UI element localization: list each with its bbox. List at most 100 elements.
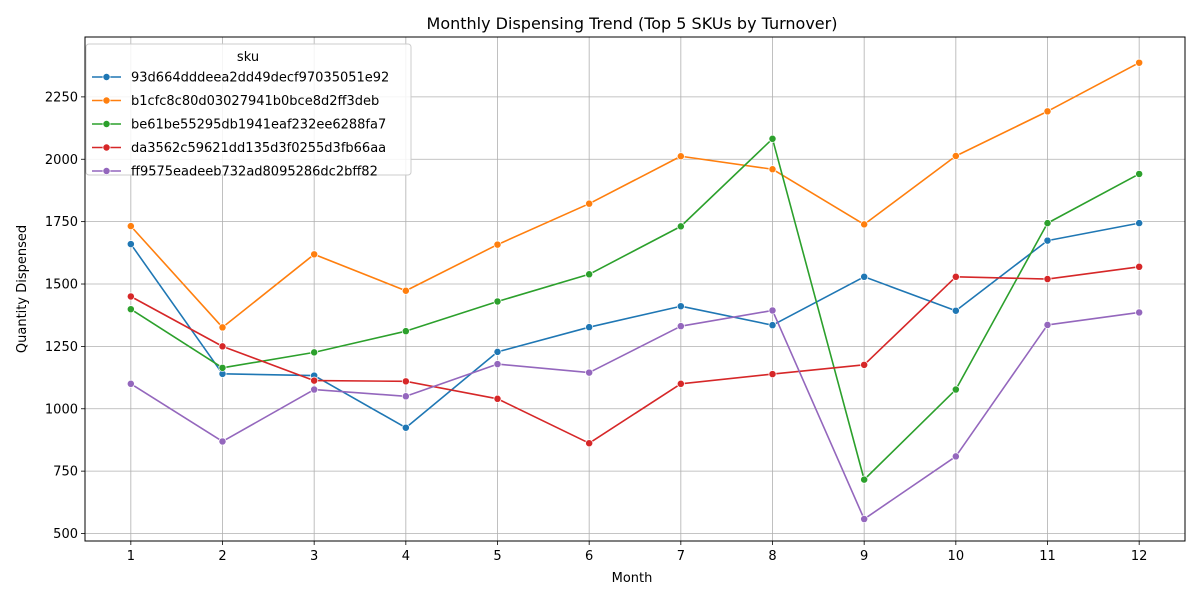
- data-point: [860, 475, 869, 484]
- y-tick-label: 2250: [45, 90, 78, 105]
- x-tick-label: 7: [677, 549, 685, 564]
- series-3: [126, 134, 1144, 484]
- data-point: [218, 437, 227, 446]
- data-point: [126, 222, 135, 231]
- data-point: [401, 392, 410, 401]
- series-lines: [126, 58, 1144, 523]
- data-point: [401, 423, 410, 432]
- data-point: [1043, 219, 1052, 228]
- y-tick-label: 1500: [45, 278, 78, 293]
- data-point: [585, 368, 594, 377]
- data-point: [860, 220, 869, 229]
- legend-label: b1cfc8c80d03027941b0bce8d2ff3deb: [131, 94, 379, 109]
- series-line: [130, 61, 1140, 329]
- y-tick-label: 1750: [45, 215, 78, 230]
- data-point: [860, 515, 869, 523]
- data-point: [1135, 219, 1144, 228]
- legend-swatch-marker: [102, 143, 111, 152]
- data-point: [401, 327, 410, 336]
- data-point: [768, 321, 777, 330]
- data-point: [585, 439, 594, 448]
- data-point: [1135, 58, 1144, 67]
- data-point: [1135, 308, 1144, 317]
- data-point: [676, 379, 685, 388]
- y-axis-label: Quantity Dispensed: [15, 225, 30, 353]
- x-tick-label: 1: [127, 549, 135, 564]
- data-point: [126, 379, 135, 388]
- data-point: [310, 376, 319, 385]
- x-tick-label: 9: [860, 549, 868, 564]
- data-point: [1043, 275, 1052, 283]
- data-point: [951, 152, 960, 160]
- data-point: [310, 385, 319, 394]
- data-point: [126, 240, 135, 249]
- legend-box: [85, 43, 412, 176]
- data-point: [951, 306, 960, 315]
- plot-frame: [84, 36, 1186, 542]
- data-point: [951, 452, 960, 461]
- x-tick-label: 12: [1131, 549, 1148, 564]
- data-point: [768, 370, 777, 379]
- series-line: [130, 138, 1140, 481]
- legend-swatch-marker: [102, 167, 111, 175]
- data-point: [218, 323, 227, 332]
- data-point: [310, 250, 319, 259]
- legend-swatch-marker: [102, 120, 111, 128]
- data-point: [585, 323, 594, 332]
- x-tick-label: 6: [585, 549, 593, 564]
- legend-swatch-marker: [102, 73, 111, 81]
- data-point: [1135, 262, 1144, 271]
- data-point: [493, 347, 502, 356]
- data-point: [585, 270, 594, 279]
- data-point: [860, 272, 869, 281]
- grid: [85, 37, 1185, 541]
- data-point: [126, 292, 135, 301]
- data-point: [1135, 170, 1144, 178]
- data-point: [676, 152, 685, 161]
- data-point: [126, 305, 135, 314]
- data-point: [768, 306, 777, 315]
- x-tick-label: 3: [310, 549, 318, 564]
- data-point: [1043, 236, 1052, 245]
- y-axis: 500 750 1000 1250 1500 1750 2000 2250: [45, 90, 85, 542]
- x-tick-label: 5: [493, 549, 501, 564]
- chart-title: Monthly Dispensing Trend (Top 5 SKUs by …: [427, 14, 838, 33]
- series-2: [126, 58, 1144, 332]
- data-point: [218, 363, 227, 372]
- x-axis: 1 2 3 4 5 6 7 8 9 10 11 12: [127, 541, 1148, 564]
- y-tick-label: 1250: [45, 340, 78, 355]
- legend-label: da3562c59621dd135d3f0255d3fb66aa: [131, 141, 386, 156]
- data-point: [493, 394, 502, 403]
- y-tick-label: 500: [53, 527, 78, 542]
- data-point: [860, 360, 869, 369]
- x-tick-label: 11: [1039, 549, 1056, 564]
- data-point: [768, 165, 777, 174]
- x-tick-label: 8: [768, 549, 776, 564]
- legend: sku 93d664dddeea2dd49decf97035051e92 b1cf…: [85, 43, 412, 180]
- legend-label: ff9575eadeeb732ad8095286dc2bff82: [131, 165, 378, 180]
- data-point: [1043, 320, 1052, 329]
- series-5: [126, 306, 1144, 523]
- data-point: [493, 297, 502, 306]
- data-point: [676, 322, 685, 331]
- data-point: [401, 377, 410, 386]
- y-tick-label: 750: [53, 465, 78, 480]
- legend-swatch-marker: [102, 96, 111, 105]
- x-tick-label: 2: [218, 549, 226, 564]
- series-line: [130, 265, 1140, 444]
- legend-title: sku: [237, 50, 259, 65]
- x-axis-label: Month: [612, 571, 653, 586]
- data-point: [768, 134, 777, 143]
- data-point: [218, 342, 227, 351]
- series-4: [126, 262, 1144, 448]
- x-tick-label: 10: [948, 549, 965, 564]
- legend-label: 93d664dddeea2dd49decf97035051e92: [131, 71, 389, 86]
- x-tick-label: 4: [402, 549, 410, 564]
- data-point: [676, 302, 685, 311]
- y-tick-label: 1000: [45, 402, 78, 417]
- y-tick-label: 2000: [45, 153, 78, 168]
- data-point: [951, 385, 960, 394]
- data-point: [676, 222, 685, 231]
- data-point: [1043, 107, 1052, 116]
